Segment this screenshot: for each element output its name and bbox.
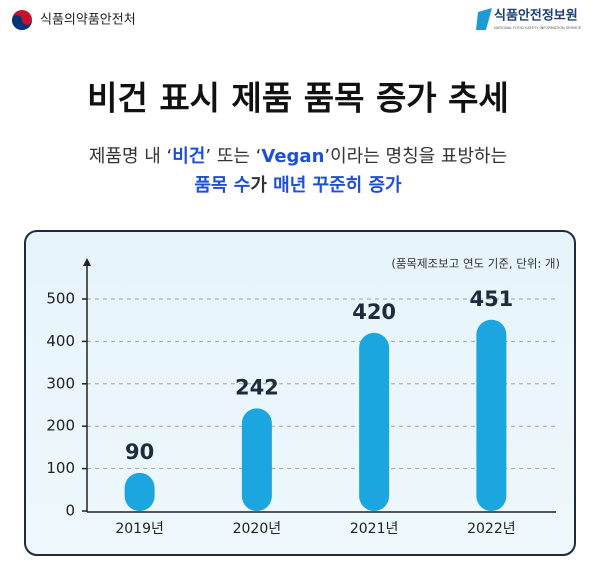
logo-mark bbox=[476, 8, 492, 30]
logo-emblem-part bbox=[12, 15, 32, 30]
y-tick-label: 400 bbox=[46, 332, 75, 350]
y-axis-arrow bbox=[83, 258, 91, 266]
subtitle-segment: ’ 또는 ‘ bbox=[205, 146, 261, 167]
data-label: 420 bbox=[352, 300, 396, 324]
subtitle-segment: 품목 수 bbox=[194, 175, 250, 196]
left-logo-text: 식품의약품안전처 bbox=[40, 13, 136, 28]
subtitle: 품목 수가 매년 꾸준히 증가 bbox=[194, 175, 402, 196]
x-tick-label: 2019년 bbox=[115, 521, 164, 537]
y-tick-label: 100 bbox=[46, 459, 75, 477]
right-logo: 식품안전정보원 NATIONAL FOOD SAFETY INFORMATION… bbox=[476, 8, 582, 30]
bar bbox=[124, 472, 155, 511]
right-logo-sub: NATIONAL FOOD SAFETY INFORMATION SERVICE bbox=[494, 26, 582, 30]
x-tick-label: 2020년 bbox=[233, 521, 282, 537]
subtitle: 제품명 내 ‘비건’ 또는 ‘Vegan’이라는 명칭을 표방하는 bbox=[89, 146, 507, 167]
chart-panel bbox=[24, 230, 576, 556]
subtitle-segment: Vegan bbox=[261, 146, 324, 167]
bar bbox=[359, 332, 390, 511]
x-tick-label: 2022년 bbox=[467, 521, 516, 537]
y-tick-label: 0 bbox=[65, 502, 75, 520]
y-tick-label: 200 bbox=[46, 417, 75, 435]
subtitle-segment: 제품명 내 ‘ bbox=[89, 146, 172, 167]
subtitle-segment: 비건 bbox=[172, 146, 205, 167]
data-label: 242 bbox=[235, 375, 279, 399]
data-label: 90 bbox=[125, 440, 154, 464]
left-logo: 식품의약품안전처 bbox=[12, 10, 136, 30]
y-tick-label: 500 bbox=[46, 290, 75, 308]
y-tick-label: 300 bbox=[46, 374, 75, 392]
subtitle-segment: 가 bbox=[250, 175, 273, 196]
bar bbox=[476, 319, 507, 511]
plot: 0 100 200 300 400 500 2019년 90 2020년 242 2021년 420 2… bbox=[46, 287, 556, 537]
subtitle-segment: ’이라는 명칭을 표방하는 bbox=[324, 146, 507, 167]
subtitle-segment: 매년 꾸준히 증가 bbox=[273, 175, 402, 196]
data-label: 451 bbox=[469, 287, 513, 311]
bar bbox=[241, 408, 272, 511]
x-tick-label: 2021년 bbox=[350, 521, 399, 537]
unit-note: (품목제조보고 연도 기준, 단위: 개) bbox=[391, 257, 560, 271]
chart-title: 비건 표시 제품 품목 증가 추세 bbox=[87, 79, 509, 118]
right-logo-text: 식품안전정보원 bbox=[494, 8, 578, 24]
